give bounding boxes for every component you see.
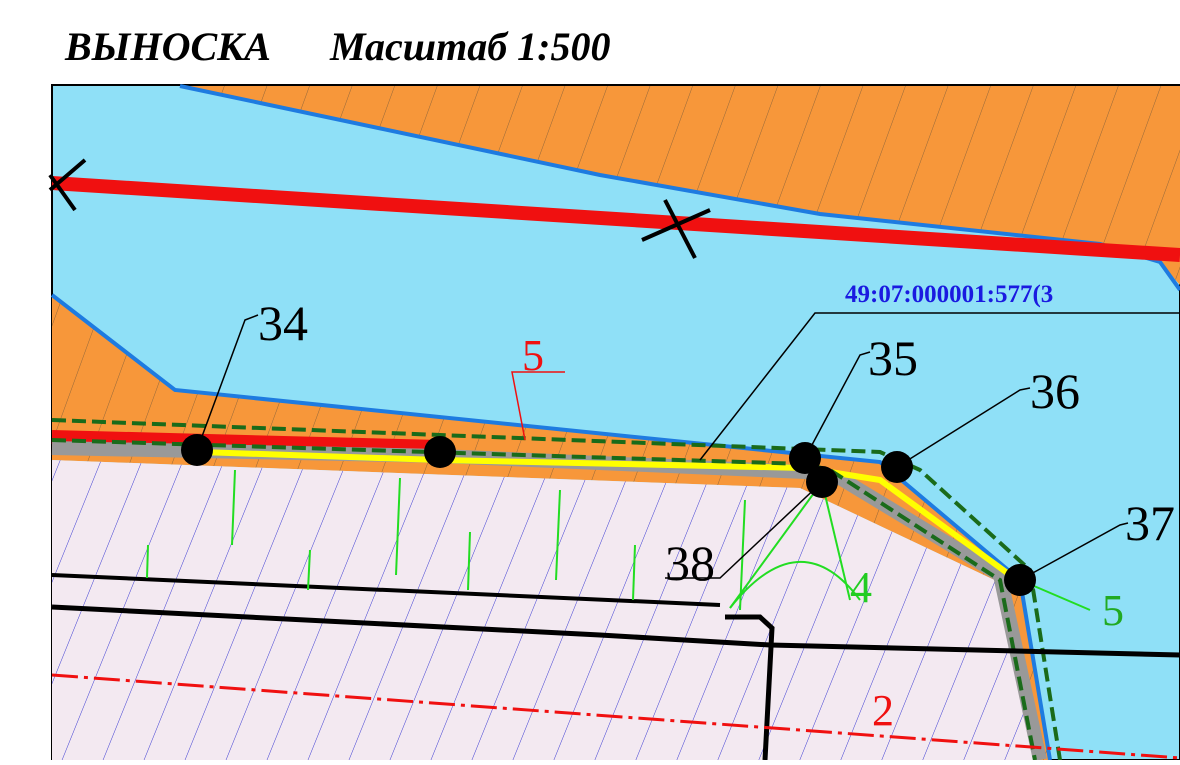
zone-label: 2 [872, 686, 894, 735]
parcel-label: 49:07:000001:577(3 [845, 281, 1053, 308]
point-label: 36 [1030, 363, 1080, 419]
zone-label: 5 [1102, 586, 1124, 635]
title-text: ВЫНОСКА [64, 24, 271, 69]
title: ВЫНОСКА Масштаб 1:500 [64, 24, 610, 69]
point-label: 35 [868, 330, 918, 386]
point-label: 34 [258, 295, 308, 351]
point-label: 37 [1125, 495, 1175, 551]
map-frame: 49:07:000001:577(3 34 35 36 37 38 5 4 5 … [50, 85, 1180, 760]
zone-label: 4 [850, 563, 872, 612]
point-label: 38 [665, 535, 715, 591]
map: ВЫНОСКА Масштаб 1:500 [0, 0, 1180, 760]
zone-label: 5 [522, 331, 544, 380]
scale-text: Масштаб 1:500 [329, 24, 610, 69]
